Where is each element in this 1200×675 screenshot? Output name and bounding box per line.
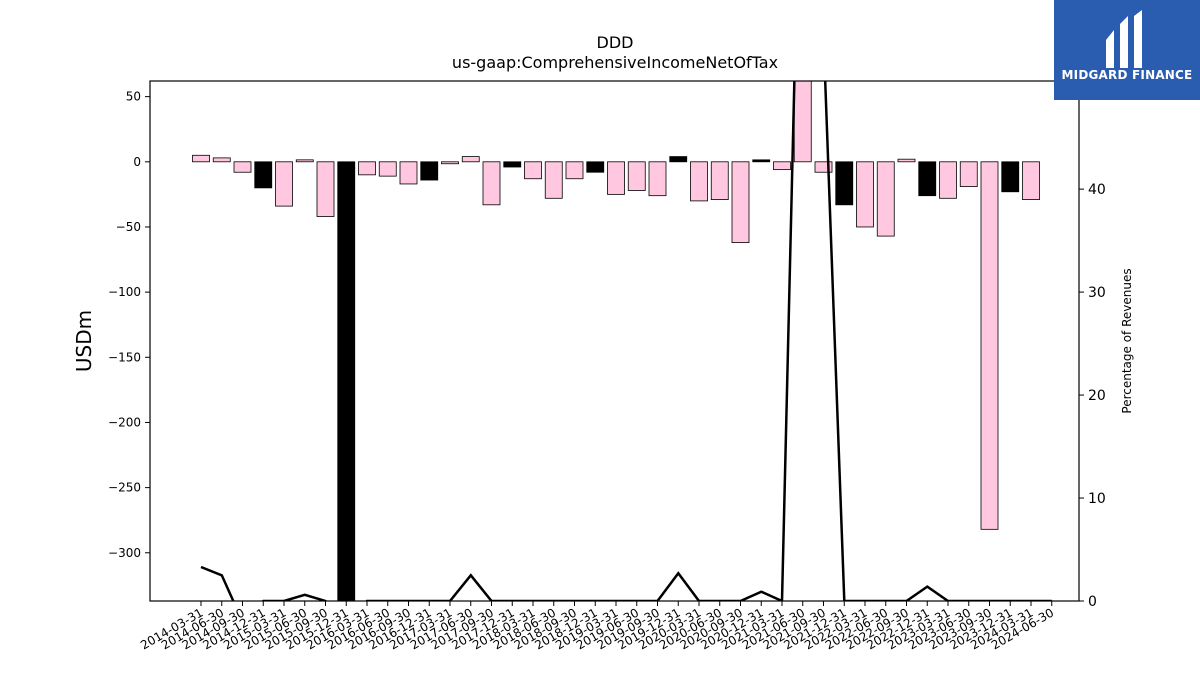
bar: [918, 161, 937, 197]
y2-tick-label: 20: [1088, 388, 1106, 404]
bar: [773, 161, 791, 171]
bar: [544, 161, 563, 199]
bar: [876, 161, 895, 237]
bar: [192, 154, 210, 163]
bar: [358, 161, 376, 176]
bar: [897, 158, 916, 163]
bar: [482, 161, 501, 206]
bar: [648, 161, 667, 197]
bar: [586, 161, 605, 173]
y2-tick-label: 0: [1088, 594, 1097, 610]
bar: [316, 161, 335, 217]
bar: [337, 161, 356, 601]
bar: [1001, 161, 1020, 193]
bar: [669, 156, 688, 163]
bar: [461, 156, 480, 163]
bar: [731, 161, 750, 244]
bar: [1022, 161, 1040, 200]
percent-line: [200, 81, 1052, 601]
bar: [503, 161, 522, 168]
brand-name: MIDGARD FINANCE: [1061, 68, 1193, 82]
y2-tick-label: 10: [1088, 491, 1106, 507]
bar: [980, 161, 999, 530]
bar: [295, 159, 314, 163]
bar: [524, 161, 542, 180]
bar: [627, 161, 646, 191]
bar: [752, 159, 771, 163]
y-tick-label: −200: [108, 415, 141, 429]
bar: [565, 161, 584, 180]
bar: [856, 161, 874, 228]
y-tick-label: −50: [116, 220, 141, 234]
y-tick-label: −250: [108, 481, 141, 495]
brand-logo-icon: [1106, 10, 1142, 68]
bar: [399, 161, 418, 185]
bar-series: [192, 81, 1040, 601]
bar: [959, 161, 978, 187]
y-tick-label: −100: [108, 285, 141, 299]
bar: [814, 161, 833, 173]
y-axis-label: USDm: [72, 310, 96, 372]
y-tick-label: −300: [108, 546, 141, 560]
bar: [275, 161, 293, 207]
bar: [254, 161, 273, 189]
bar: [607, 161, 625, 195]
chart-title: DDD: [597, 33, 634, 52]
y-tick-label: 50: [126, 90, 141, 104]
bar: [212, 157, 231, 163]
bar: [441, 161, 459, 165]
bar: [939, 161, 957, 199]
bar: [793, 81, 812, 163]
y2-axis-label: Percentage of Revenues: [1120, 268, 1134, 413]
plot-area: 500−50−100−150−200−250−30001020304050201…: [108, 79, 1106, 652]
brand-logo: MIDGARD FINANCE: [1054, 0, 1200, 100]
bar: [233, 161, 252, 173]
bar: [710, 161, 729, 200]
y2-tick-label: 40: [1088, 182, 1106, 198]
bar: [835, 161, 854, 206]
bar: [378, 161, 397, 177]
bar: [420, 161, 439, 181]
y-tick-label: −150: [108, 350, 141, 364]
y2-tick-label: 30: [1088, 285, 1106, 301]
percent-line-series: [200, 81, 1052, 601]
bar: [690, 161, 708, 202]
plot-frame: [149, 80, 1080, 602]
y-tick-label: 0: [133, 155, 141, 169]
chart-subtitle: us-gaap:ComprehensiveIncomeNetOfTax: [452, 53, 778, 72]
